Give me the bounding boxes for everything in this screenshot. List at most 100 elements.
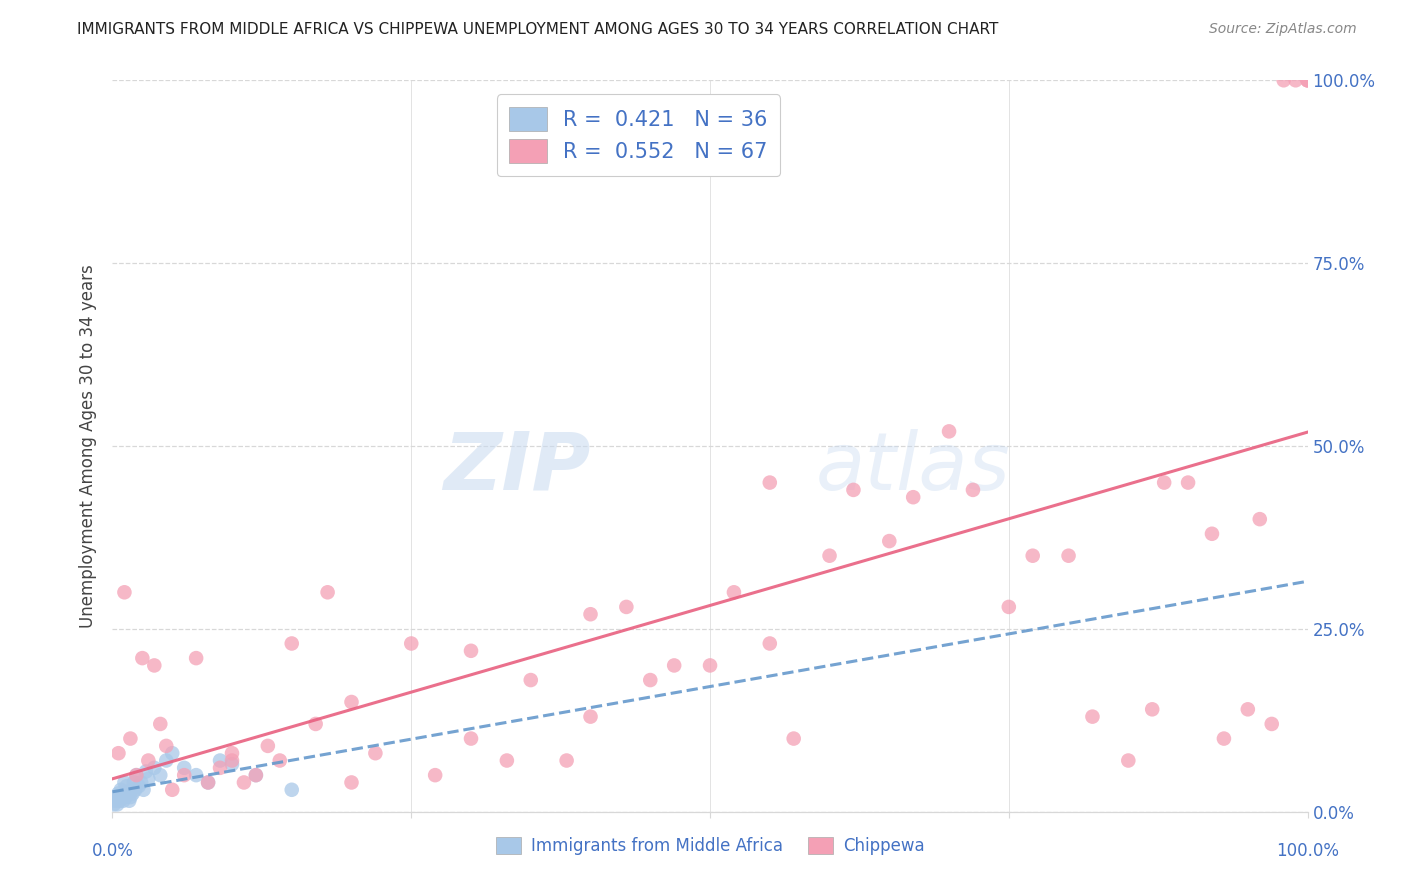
Text: Source: ZipAtlas.com: Source: ZipAtlas.com <box>1209 22 1357 37</box>
Point <box>221 746 243 760</box>
Point <box>1272 73 1295 87</box>
Point <box>1285 73 1308 87</box>
Point <box>124 782 146 797</box>
Point <box>903 490 925 504</box>
Point <box>105 790 128 805</box>
Point <box>783 731 806 746</box>
Point <box>640 673 662 687</box>
Point <box>186 768 208 782</box>
Point <box>118 794 141 808</box>
Point <box>1296 73 1319 87</box>
Point <box>1118 754 1140 768</box>
Legend: Immigrants from Middle Africa, Chippewa: Immigrants from Middle Africa, Chippewa <box>489 830 931 862</box>
Point <box>107 746 129 760</box>
Point <box>316 585 339 599</box>
Point <box>135 764 157 779</box>
Point <box>257 739 280 753</box>
Point <box>162 746 183 760</box>
Point <box>1201 526 1223 541</box>
Point <box>759 475 782 490</box>
Point <box>122 775 145 789</box>
Point <box>1022 549 1045 563</box>
Point <box>138 772 160 786</box>
Point <box>1261 717 1284 731</box>
Point <box>105 797 128 812</box>
Point <box>155 754 177 768</box>
Point <box>209 761 232 775</box>
Point <box>114 585 135 599</box>
Point <box>117 787 139 801</box>
Point <box>155 739 177 753</box>
Point <box>460 644 482 658</box>
Point <box>245 768 267 782</box>
Point <box>699 658 721 673</box>
Point <box>120 790 142 805</box>
Point <box>108 794 131 808</box>
Y-axis label: Unemployment Among Ages 30 to 34 years: Unemployment Among Ages 30 to 34 years <box>79 264 97 628</box>
Point <box>209 754 232 768</box>
Point <box>1081 709 1104 723</box>
Point <box>111 790 134 805</box>
Text: IMMIGRANTS FROM MIDDLE AFRICA VS CHIPPEWA UNEMPLOYMENT AMONG AGES 30 TO 34 YEARS: IMMIGRANTS FROM MIDDLE AFRICA VS CHIPPEW… <box>77 22 998 37</box>
Point <box>364 746 387 760</box>
Point <box>340 775 363 789</box>
Point <box>197 775 219 789</box>
Point <box>138 754 160 768</box>
Point <box>962 483 984 497</box>
Point <box>173 768 195 782</box>
Point <box>125 768 148 782</box>
Point <box>460 731 482 746</box>
Point <box>1057 549 1080 563</box>
Point <box>818 549 841 563</box>
Point <box>131 651 153 665</box>
Point <box>186 651 208 665</box>
Point <box>1237 702 1260 716</box>
Point <box>842 483 865 497</box>
Point <box>723 585 745 599</box>
Point <box>173 761 195 775</box>
Point <box>1177 475 1199 490</box>
Point <box>120 731 142 746</box>
Point <box>579 709 602 723</box>
Point <box>1213 731 1236 746</box>
Point <box>281 636 304 650</box>
Point <box>520 673 543 687</box>
Point <box>129 775 152 789</box>
Text: ZIP: ZIP <box>443 429 591 507</box>
Point <box>425 768 447 782</box>
Point <box>112 794 135 808</box>
Point <box>281 782 304 797</box>
Point <box>125 768 148 782</box>
Point <box>114 775 135 789</box>
Point <box>1296 73 1319 87</box>
Point <box>879 534 901 549</box>
Point <box>143 658 166 673</box>
Text: 100.0%: 100.0% <box>1277 842 1339 860</box>
Point <box>110 782 132 797</box>
Point <box>104 794 127 808</box>
Point <box>197 775 219 789</box>
Point <box>128 779 150 793</box>
Point <box>149 768 172 782</box>
Point <box>107 787 129 801</box>
Point <box>245 768 267 782</box>
Point <box>121 782 143 797</box>
Point <box>132 782 155 797</box>
Point <box>340 695 363 709</box>
Point <box>149 717 172 731</box>
Point <box>1249 512 1271 526</box>
Point <box>579 607 602 622</box>
Point <box>998 599 1021 614</box>
Point <box>162 782 183 797</box>
Point <box>759 636 782 650</box>
Point <box>121 787 143 801</box>
Text: atlas: atlas <box>815 429 1011 507</box>
Point <box>269 754 291 768</box>
Point <box>221 754 243 768</box>
Point <box>143 761 166 775</box>
Point <box>1296 73 1319 87</box>
Point <box>305 717 328 731</box>
Point <box>938 425 960 439</box>
Point <box>555 754 578 768</box>
Point <box>1153 475 1175 490</box>
